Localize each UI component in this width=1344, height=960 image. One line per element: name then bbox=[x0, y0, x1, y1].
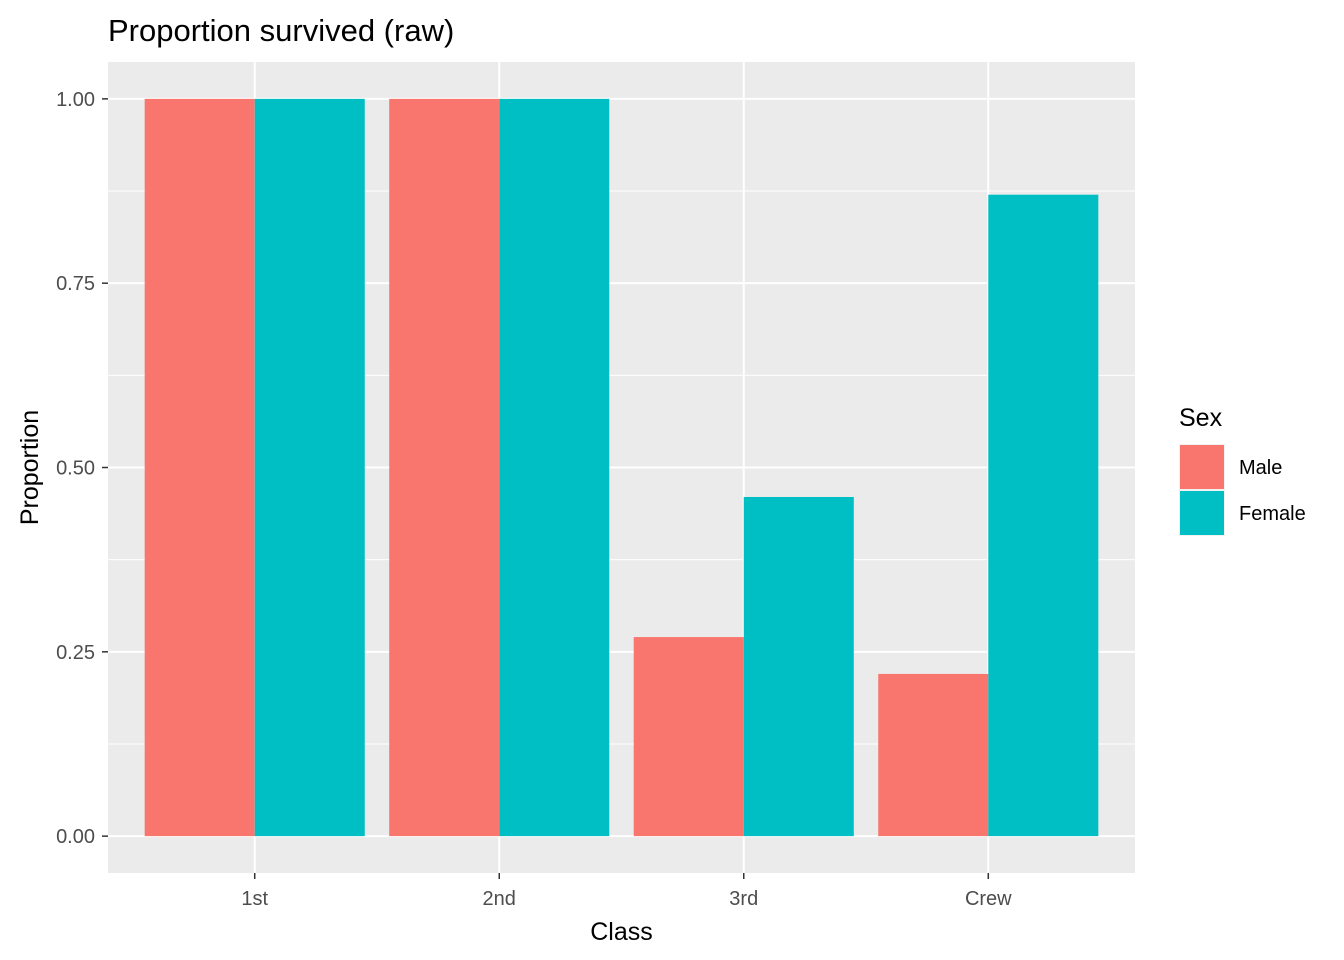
y-tick-label: 0.50 bbox=[56, 458, 95, 480]
legend-key-female bbox=[1180, 491, 1224, 535]
bar-female-3rd bbox=[743, 496, 854, 837]
legend-title: Sex bbox=[1179, 404, 1223, 432]
y-tick-label: 0.25 bbox=[56, 642, 95, 664]
bar-male-crew bbox=[878, 673, 989, 837]
y-axis: 0.00 0.25 0.50 0.75 1.00 bbox=[56, 89, 108, 848]
legend: Sex Male Female bbox=[1179, 404, 1306, 536]
bar-male-1st bbox=[144, 98, 255, 837]
x-tick-label: 3rd bbox=[729, 888, 758, 910]
bar-female-1st bbox=[254, 98, 365, 837]
bar-male-3rd bbox=[633, 637, 744, 837]
bar-female-2nd bbox=[499, 98, 610, 837]
y-tick-label: 0.00 bbox=[56, 826, 95, 848]
bar-male-2nd bbox=[389, 98, 500, 837]
legend-label-female: Female bbox=[1239, 503, 1306, 525]
legend-key-male bbox=[1180, 445, 1224, 489]
bars bbox=[144, 98, 1099, 837]
x-axis: 1st 2nd 3rd Crew bbox=[241, 873, 1012, 910]
legend-label-male: Male bbox=[1239, 457, 1282, 479]
x-tick-label: 1st bbox=[241, 888, 268, 910]
y-axis-title: Proportion bbox=[16, 410, 44, 525]
bar-female-crew bbox=[988, 194, 1099, 837]
y-tick-label: 0.75 bbox=[56, 273, 95, 295]
x-axis-title: Class bbox=[590, 918, 653, 946]
y-tick-label: 1.00 bbox=[56, 89, 95, 111]
x-tick-label: 2nd bbox=[483, 888, 516, 910]
chart-title: Proportion survived (raw) bbox=[108, 13, 454, 48]
x-tick-label: Crew bbox=[965, 888, 1012, 910]
